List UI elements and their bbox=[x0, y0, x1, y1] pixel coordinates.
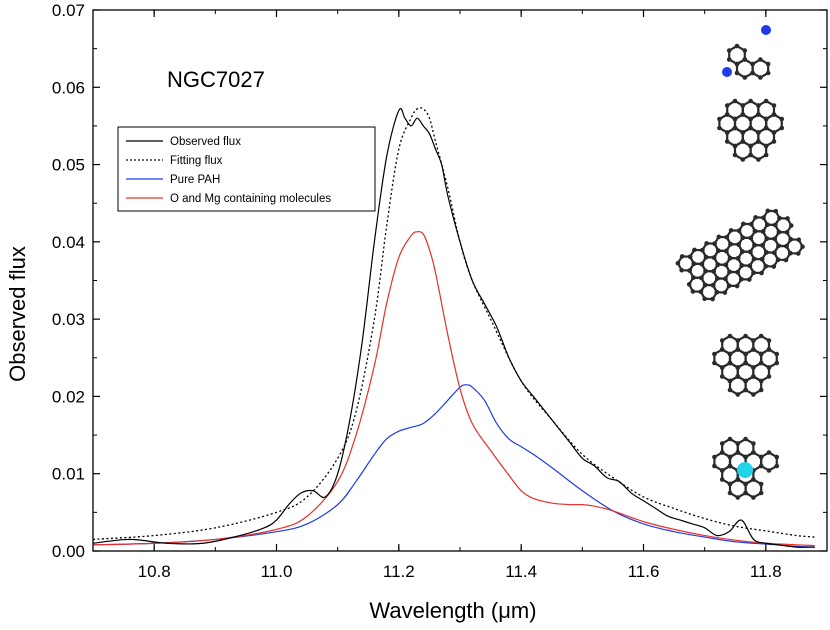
x-axis-title: Wavelength (μm) bbox=[369, 598, 536, 623]
y-axis-title: Observed flux bbox=[5, 246, 30, 382]
molecule-elongated-pah bbox=[675, 208, 805, 302]
y-tick-label: 0.06 bbox=[52, 78, 85, 97]
legend-label: Fitting flux bbox=[170, 155, 223, 167]
y-tick-label: 0.03 bbox=[52, 310, 85, 329]
y-tick-label: 0.00 bbox=[52, 542, 85, 561]
x-tick-label: 11.8 bbox=[750, 562, 782, 581]
legend-label: Pure PAH bbox=[170, 174, 220, 186]
legend: Observed flux Fitting flux Pure PAH O and M… bbox=[117, 126, 376, 212]
molecule-images bbox=[675, 25, 805, 500]
x-tick-label: 11.6 bbox=[628, 562, 660, 581]
series-line-fitting-flux bbox=[92, 107, 815, 541]
ticks-layer: 10.8 11.0 11.2 11.4 11.6 11.8 0.00 0.01 0.02 0.03… bbox=[52, 1, 828, 581]
molecule-circumcoronene bbox=[717, 98, 785, 162]
x-tick-label: 11.4 bbox=[505, 562, 537, 581]
y-tick-label: 0.02 bbox=[52, 387, 85, 406]
y-tick-label: 0.07 bbox=[52, 1, 85, 20]
series-line-o-and-mg-containing-molecules bbox=[92, 231, 815, 547]
series-line-observed-flux bbox=[92, 107, 815, 548]
molecule-coronene-like bbox=[712, 333, 780, 397]
x-tick-label: 10.8 bbox=[138, 562, 171, 581]
x-tick-label: 11.0 bbox=[261, 562, 293, 581]
series-layer bbox=[92, 107, 815, 548]
series-line-pure-pah bbox=[92, 384, 815, 548]
legend-label: O and Mg containing molecules bbox=[170, 193, 331, 205]
y-tick-label: 0.05 bbox=[52, 156, 85, 175]
x-tick-label: 11.2 bbox=[383, 562, 415, 581]
y-tick-label: 0.01 bbox=[52, 465, 85, 484]
y-tick-label: 0.04 bbox=[52, 233, 85, 252]
molecule-o-containing bbox=[712, 436, 780, 500]
plot-area: 10.8 11.0 11.2 11.4 11.6 11.8 0.00 0.01 0.02 0.03… bbox=[52, 1, 828, 581]
annotation-ngc7027: NGC7027 bbox=[167, 67, 265, 92]
molecule-mg-substituted bbox=[722, 25, 771, 80]
legend-label: Observed flux bbox=[170, 136, 241, 148]
